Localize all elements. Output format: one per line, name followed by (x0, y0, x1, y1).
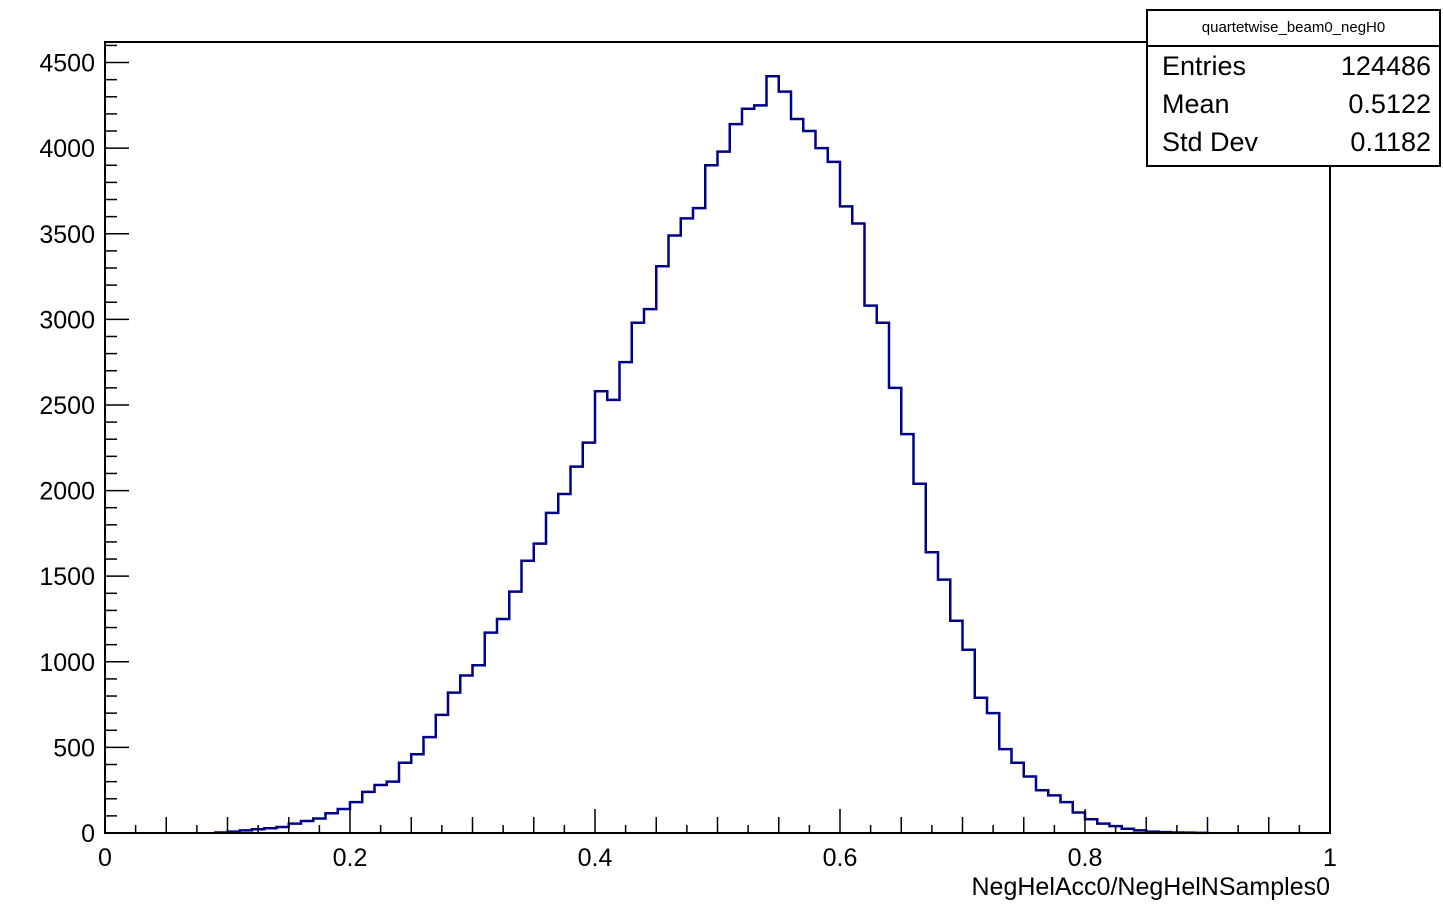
x-axis-ticks (104, 809, 1331, 833)
stats-value: 0.5122 (1348, 89, 1431, 119)
histogram-bin (669, 235, 681, 833)
histogram-bin (326, 813, 338, 833)
histogram-bin (301, 821, 313, 833)
histogram-bin (1061, 802, 1073, 833)
y-tick-label: 0 (81, 820, 95, 848)
histogram-bin (840, 206, 852, 833)
histogram-bin (411, 754, 423, 833)
histogram-bin (877, 323, 889, 833)
y-tick-label: 1500 (39, 563, 95, 591)
histogram-bin (473, 665, 485, 833)
histogram-bin (938, 580, 950, 833)
histogram-bin (754, 105, 766, 833)
histogram-bin (485, 633, 497, 833)
histogram-bin (779, 92, 791, 833)
histogram-bin (289, 824, 301, 833)
histogram-bin (730, 124, 742, 833)
y-tick-label: 2500 (39, 392, 95, 420)
histogram-bin (950, 621, 962, 833)
histogram-bin (558, 494, 570, 833)
histogram-bin (656, 266, 668, 833)
stats-label: Entries (1162, 51, 1247, 81)
histogram-bin (767, 76, 779, 833)
y-tick-label: 1000 (39, 649, 95, 677)
histogram-bin (791, 119, 803, 833)
histogram-bin (595, 391, 607, 833)
histogram-bin (999, 749, 1011, 833)
histogram-bin (399, 763, 411, 833)
histogram-bin (1085, 819, 1097, 833)
y-axis-ticks (105, 44, 129, 834)
stats-row-std-dev: Std Dev 0.1182 (1148, 123, 1439, 161)
y-tick-label: 4500 (39, 50, 95, 78)
histogram-bin (448, 693, 460, 833)
histogram-bin (387, 782, 399, 833)
histogram-bin (828, 162, 840, 833)
histogram-bin (693, 208, 705, 833)
histogram-bin (987, 713, 999, 833)
histogram-bin (424, 737, 436, 833)
histogram-bin (509, 592, 521, 833)
histogram-bin (705, 165, 717, 833)
histogram-bin (1024, 777, 1036, 834)
histogram-bin (1097, 824, 1109, 833)
histogram-bin (571, 467, 583, 833)
histogram-bin (1073, 812, 1085, 833)
histogram-bin (816, 148, 828, 833)
stats-label: Mean (1162, 89, 1230, 119)
histogram-bin (362, 792, 374, 833)
stats-label: Std Dev (1162, 127, 1259, 157)
histogram-bin (852, 223, 864, 833)
x-tick-label: 0 (98, 844, 112, 872)
histogram-bars (214, 74, 1209, 835)
histogram-bin (803, 131, 815, 833)
stats-row-entries: Entries 124486 (1148, 47, 1439, 85)
x-tick-label: 0.8 (1068, 844, 1103, 872)
x-tick-label: 0.2 (333, 844, 368, 872)
x-tick-label: 0.6 (823, 844, 858, 872)
histogram-bin (546, 513, 558, 833)
histogram-bin (338, 809, 350, 833)
histogram-bin (963, 650, 975, 833)
y-tick-label: 2000 (39, 478, 95, 506)
stats-box-title: quartetwise_beam0_negH0 (1148, 11, 1439, 47)
histogram-bin (350, 802, 362, 833)
histogram-bin (607, 400, 619, 833)
histogram-bin (632, 323, 644, 833)
histogram-bin (534, 544, 546, 833)
y-tick-label: 4000 (39, 135, 95, 163)
stats-row-mean: Mean 0.5122 (1148, 85, 1439, 123)
histogram-bin (901, 434, 913, 833)
stats-value: 0.1182 (1350, 127, 1431, 157)
histogram-bin (522, 561, 534, 833)
histogram-bin (620, 362, 632, 833)
histogram-bin (644, 309, 656, 833)
y-tick-label: 3500 (39, 221, 95, 249)
histogram-bin (460, 675, 472, 833)
histogram-bin (1036, 790, 1048, 833)
x-tick-label: 0.4 (578, 844, 613, 872)
histogram-outline (214, 74, 1209, 835)
x-axis-title: NegHelAcc0/NegHelNSamples0 (972, 873, 1331, 901)
stats-box: quartetwise_beam0_negH0 Entries 124486 M… (1146, 9, 1441, 167)
x-tick-label: 1 (1323, 844, 1337, 872)
histogram-bin (583, 443, 595, 833)
stats-value: 124486 (1340, 51, 1431, 81)
y-tick-label: 500 (53, 734, 95, 762)
histogram-bin (681, 218, 693, 833)
histogram-bin (975, 698, 987, 833)
histogram-bin (926, 552, 938, 833)
y-axis-tick-labels: 0 500 1000 1500 2000 2500 3000 3500 4000 4500 (39, 50, 95, 848)
histogram-bin (742, 109, 754, 833)
histogram-bin (718, 152, 730, 833)
histogram-bin (914, 484, 926, 833)
histogram-bin (436, 715, 448, 833)
x-axis-tick-labels: 0 0.2 0.4 0.6 0.8 1 (98, 844, 1337, 872)
histogram-bin (1012, 763, 1024, 833)
histogram-bin (889, 388, 901, 833)
histogram-bin (497, 619, 509, 833)
histogram-bin (865, 306, 877, 833)
y-tick-label: 3000 (39, 306, 95, 334)
